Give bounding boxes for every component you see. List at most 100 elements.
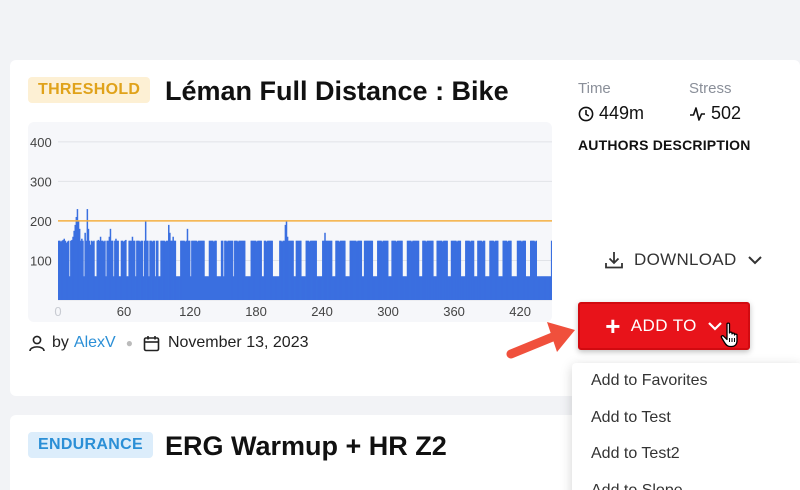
power-bar bbox=[451, 240, 454, 300]
authors-description-heading: AUTHORS DESCRIPTION bbox=[578, 137, 751, 153]
power-bar bbox=[147, 240, 149, 300]
power-bar bbox=[81, 238, 83, 300]
power-bar bbox=[159, 276, 161, 300]
download-button[interactable]: DOWNLOAD bbox=[604, 250, 763, 270]
power-bar bbox=[455, 240, 457, 300]
power-profile-chart: 100 200 300 400 0 60 120 180 240 300 360 420 bbox=[28, 122, 552, 322]
power-bar bbox=[136, 240, 138, 300]
author-link[interactable]: AlexV bbox=[73, 334, 116, 351]
power-bar bbox=[235, 240, 237, 300]
menu-item-add-to-favorites[interactable]: Add to Favorites bbox=[591, 372, 708, 390]
power-bar bbox=[71, 239, 73, 300]
power-bar bbox=[197, 240, 200, 300]
power-bar bbox=[537, 276, 540, 300]
power-bar bbox=[61, 240, 63, 300]
power-bar bbox=[440, 240, 443, 300]
power-bar bbox=[327, 240, 330, 300]
power-bar bbox=[97, 239, 100, 300]
power-bar bbox=[503, 240, 506, 300]
power-bar bbox=[375, 276, 378, 300]
power-bar bbox=[509, 240, 511, 300]
y-tick-label: 300 bbox=[30, 174, 52, 189]
power-bar bbox=[267, 240, 269, 300]
stress-value: 502 bbox=[711, 103, 742, 123]
arrow-icon bbox=[506, 322, 575, 359]
power-bar bbox=[280, 240, 282, 300]
power-bar bbox=[117, 240, 119, 300]
power-bar bbox=[330, 240, 333, 300]
power-bar bbox=[513, 276, 515, 300]
x-tick-label: 60 bbox=[117, 304, 131, 319]
power-bar bbox=[191, 240, 193, 300]
power-bar bbox=[454, 240, 456, 300]
menu-item-add-to-test[interactable]: Add to Test bbox=[591, 408, 671, 426]
power-bar bbox=[517, 240, 520, 300]
power-bar bbox=[452, 240, 455, 300]
power-bar bbox=[201, 240, 203, 300]
power-bar bbox=[124, 240, 126, 300]
power-bar bbox=[355, 240, 357, 300]
workout-title[interactable]: Léman Full Distance : Bike bbox=[165, 76, 509, 106]
power-bar bbox=[263, 240, 266, 300]
power-bar bbox=[89, 244, 92, 300]
power-bar bbox=[499, 276, 501, 300]
power-bar bbox=[507, 240, 510, 300]
power-bar bbox=[150, 240, 152, 300]
power-bar bbox=[399, 240, 401, 300]
power-bar bbox=[339, 240, 342, 300]
workout-title[interactable]: ERG Warmup + HR Z2 bbox=[165, 431, 447, 461]
power-bar bbox=[322, 240, 324, 300]
power-bar bbox=[490, 240, 492, 300]
power-bar bbox=[357, 240, 359, 300]
power-bar bbox=[424, 240, 426, 300]
power-bar bbox=[360, 240, 363, 300]
power-profile-svg: 100 200 300 400 0 60 120 180 240 300 360 420 bbox=[30, 135, 552, 319]
power-bar bbox=[203, 240, 205, 300]
menu-item-add-to-slope[interactable]: Add to Slope bbox=[572, 473, 800, 490]
power-bar bbox=[392, 240, 394, 300]
power-bar bbox=[394, 240, 397, 300]
power-bar bbox=[273, 276, 276, 300]
power-bar bbox=[403, 276, 405, 300]
power-bar bbox=[482, 240, 485, 300]
power-bar bbox=[417, 240, 420, 300]
power-bar bbox=[262, 276, 265, 300]
power-bar bbox=[109, 228, 112, 300]
power-bar bbox=[130, 240, 133, 300]
power-bar bbox=[429, 240, 432, 300]
power-bar bbox=[541, 276, 543, 300]
power-bar bbox=[303, 276, 305, 300]
power-bar bbox=[470, 240, 473, 300]
power-bar bbox=[170, 240, 172, 300]
menu-item-add-to-test2[interactable]: Add to Test2 bbox=[591, 445, 680, 463]
power-bar bbox=[484, 276, 487, 300]
power-bar bbox=[260, 240, 262, 300]
power-bar bbox=[223, 276, 225, 300]
power-bar bbox=[480, 240, 482, 300]
power-bar bbox=[251, 240, 254, 300]
power-bar bbox=[531, 240, 533, 300]
add-to-button[interactable]: + ADD TO bbox=[578, 302, 750, 350]
power-bar bbox=[146, 240, 148, 300]
power-bar bbox=[119, 276, 122, 300]
power-bar bbox=[104, 240, 106, 300]
power-bar bbox=[256, 241, 258, 300]
power-bar bbox=[206, 276, 209, 300]
power-bar bbox=[448, 276, 451, 300]
power-bar bbox=[467, 240, 469, 300]
power-bar bbox=[377, 240, 379, 300]
power-bar bbox=[246, 276, 248, 300]
power-bar bbox=[72, 236, 74, 300]
clock-icon bbox=[578, 106, 594, 121]
power-bar bbox=[182, 240, 184, 300]
power-bar bbox=[229, 240, 232, 300]
power-bar bbox=[261, 276, 264, 300]
power-bar bbox=[435, 276, 437, 300]
power-bar bbox=[131, 236, 134, 300]
power-bar bbox=[67, 240, 70, 300]
power-bar bbox=[275, 276, 278, 300]
power-bar bbox=[163, 240, 166, 300]
power-bar bbox=[202, 240, 204, 300]
power-bar bbox=[205, 276, 207, 300]
power-bar bbox=[114, 240, 116, 300]
